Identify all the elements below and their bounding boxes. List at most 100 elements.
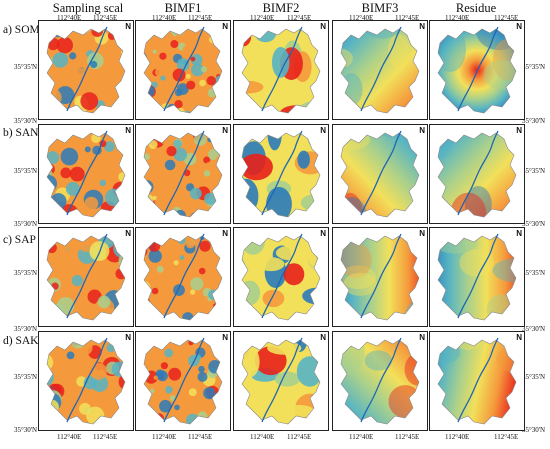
right-lat-b-bottom: 35°30'N bbox=[522, 220, 546, 228]
north-arrow-icon: N bbox=[516, 229, 522, 238]
map-panel-sap-bimf1: N bbox=[135, 227, 231, 327]
bottom-tick-lon-3: 112°40E bbox=[152, 433, 177, 441]
right-lat-c-top: 35°35'N bbox=[522, 269, 546, 277]
bottom-tick-lon-10: 112°45E bbox=[494, 433, 519, 441]
map-panel-san-bimf2: N bbox=[233, 124, 329, 224]
map-sap-sampling bbox=[46, 233, 126, 321]
map-panel-sap-bimf2: N bbox=[233, 227, 329, 327]
bottom-tick-lon-7: 112°40E bbox=[349, 433, 374, 441]
north-arrow-icon: N bbox=[125, 333, 131, 342]
north-arrow-icon: N bbox=[320, 333, 326, 342]
map-san-residue bbox=[437, 130, 517, 218]
map-san-bimf3 bbox=[340, 130, 420, 218]
map-sak-bimf3 bbox=[340, 337, 420, 425]
north-arrow-icon: N bbox=[419, 126, 425, 135]
map-panel-som-bimf1: N bbox=[135, 20, 231, 120]
map-san-sampling bbox=[46, 130, 126, 218]
col-header-sampling: Sampling scal bbox=[52, 1, 124, 15]
row-label-d: d) SAK bbox=[3, 335, 39, 347]
col-header-bimf2: BIMF2 bbox=[262, 1, 300, 15]
map-panel-sak-sampling: N bbox=[38, 331, 134, 431]
right-lat-d-bottom: 35°30'N bbox=[522, 426, 546, 434]
right-lat-d-top: 35°35'N bbox=[522, 373, 546, 381]
top-tick-lon-10: 112°45E bbox=[494, 14, 519, 22]
bottom-tick-lon-8: 112°45E bbox=[395, 433, 420, 441]
north-arrow-icon: N bbox=[222, 22, 228, 31]
left-lat-b-top: 35°35'N bbox=[14, 167, 38, 175]
left-lat-d-bottom: 35°30'N bbox=[14, 426, 38, 434]
left-lat-b-bottom: 35°30'N bbox=[14, 220, 38, 228]
left-lat-a-bottom: 35°30'N bbox=[14, 117, 38, 125]
north-arrow-icon: N bbox=[125, 22, 131, 31]
map-panel-san-residue: N bbox=[429, 124, 525, 224]
map-sak-sampling bbox=[46, 337, 126, 425]
map-san-bimf2 bbox=[241, 130, 321, 218]
map-panel-sak-bimf1: N bbox=[135, 331, 231, 431]
bottom-tick-lon-1: 112°40E bbox=[57, 433, 82, 441]
right-lat-c-bottom: 35°30'N bbox=[522, 325, 546, 333]
top-tick-lon-2: 112°45E bbox=[93, 14, 118, 22]
map-panel-san-bimf1: N bbox=[135, 124, 231, 224]
map-panel-som-sampling: N bbox=[38, 20, 134, 120]
map-sak-bimf1 bbox=[143, 337, 223, 425]
map-sap-bimf3 bbox=[340, 233, 420, 321]
map-panel-sap-residue: N bbox=[429, 227, 525, 327]
bottom-tick-lon-4: 112°45E bbox=[188, 433, 213, 441]
map-som-bimf3 bbox=[340, 26, 420, 114]
top-tick-lon-8: 112°45E bbox=[395, 14, 420, 22]
top-tick-lon-4: 112°45E bbox=[188, 14, 213, 22]
top-tick-lon-6: 112°45E bbox=[287, 14, 312, 22]
north-arrow-icon: N bbox=[516, 333, 522, 342]
north-arrow-icon: N bbox=[516, 126, 522, 135]
col-header-residue: Residue bbox=[455, 1, 497, 15]
left-lat-d-top: 35°35'N bbox=[14, 373, 38, 381]
north-arrow-icon: N bbox=[419, 229, 425, 238]
map-panel-sak-residue: N bbox=[429, 331, 525, 431]
map-panel-san-bimf3: N bbox=[332, 124, 428, 224]
map-panel-sap-sampling: N bbox=[38, 227, 134, 327]
bottom-tick-lon-5: 112°40E bbox=[250, 433, 275, 441]
map-som-bimf1 bbox=[143, 26, 223, 114]
bottom-tick-lon-9: 112°40E bbox=[445, 433, 470, 441]
top-tick-lon-3: 112°40E bbox=[152, 14, 177, 22]
row-label-a: a) SOM bbox=[3, 24, 40, 36]
north-arrow-icon: N bbox=[320, 22, 326, 31]
left-lat-c-bottom: 35°30'N bbox=[14, 325, 38, 333]
north-arrow-icon: N bbox=[320, 229, 326, 238]
col-header-bimf1: BIMF1 bbox=[164, 1, 202, 15]
col-header-bimf3: BIMF3 bbox=[361, 1, 399, 15]
north-arrow-icon: N bbox=[222, 126, 228, 135]
north-arrow-icon: N bbox=[125, 126, 131, 135]
map-som-sampling bbox=[46, 26, 126, 114]
map-panel-som-bimf3: N bbox=[332, 20, 428, 120]
north-arrow-icon: N bbox=[320, 126, 326, 135]
map-sap-bimf2 bbox=[241, 233, 321, 321]
map-panel-sak-bimf2: N bbox=[233, 331, 329, 431]
bottom-tick-lon-2: 112°45E bbox=[93, 433, 118, 441]
map-sap-bimf1 bbox=[143, 233, 223, 321]
top-tick-lon-7: 112°40E bbox=[349, 14, 374, 22]
north-arrow-icon: N bbox=[419, 333, 425, 342]
map-sak-residue bbox=[437, 337, 517, 425]
bottom-tick-lon-6: 112°45E bbox=[287, 433, 312, 441]
map-panel-sap-bimf3: N bbox=[332, 227, 428, 327]
north-arrow-icon: N bbox=[222, 229, 228, 238]
row-label-c: c) SAP bbox=[3, 234, 36, 246]
right-lat-a-bottom: 35°30'N bbox=[522, 117, 546, 125]
north-arrow-icon: N bbox=[222, 333, 228, 342]
top-tick-lon-9: 112°40E bbox=[445, 14, 470, 22]
map-panel-san-sampling: N bbox=[38, 124, 134, 224]
map-panel-sak-bimf3: N bbox=[332, 331, 428, 431]
right-lat-b-top: 35°35'N bbox=[522, 167, 546, 175]
map-som-residue bbox=[437, 26, 517, 114]
map-panel-som-residue: N bbox=[429, 20, 525, 120]
left-lat-a-top: 35°35'N bbox=[14, 63, 38, 71]
map-som-bimf2 bbox=[241, 26, 321, 114]
north-arrow-icon: N bbox=[125, 229, 131, 238]
north-arrow-icon: N bbox=[516, 22, 522, 31]
map-sap-residue bbox=[437, 233, 517, 321]
right-lat-a-top: 35°35'N bbox=[522, 63, 546, 71]
north-arrow-icon: N bbox=[419, 22, 425, 31]
left-lat-c-top: 35°35'N bbox=[14, 269, 38, 277]
